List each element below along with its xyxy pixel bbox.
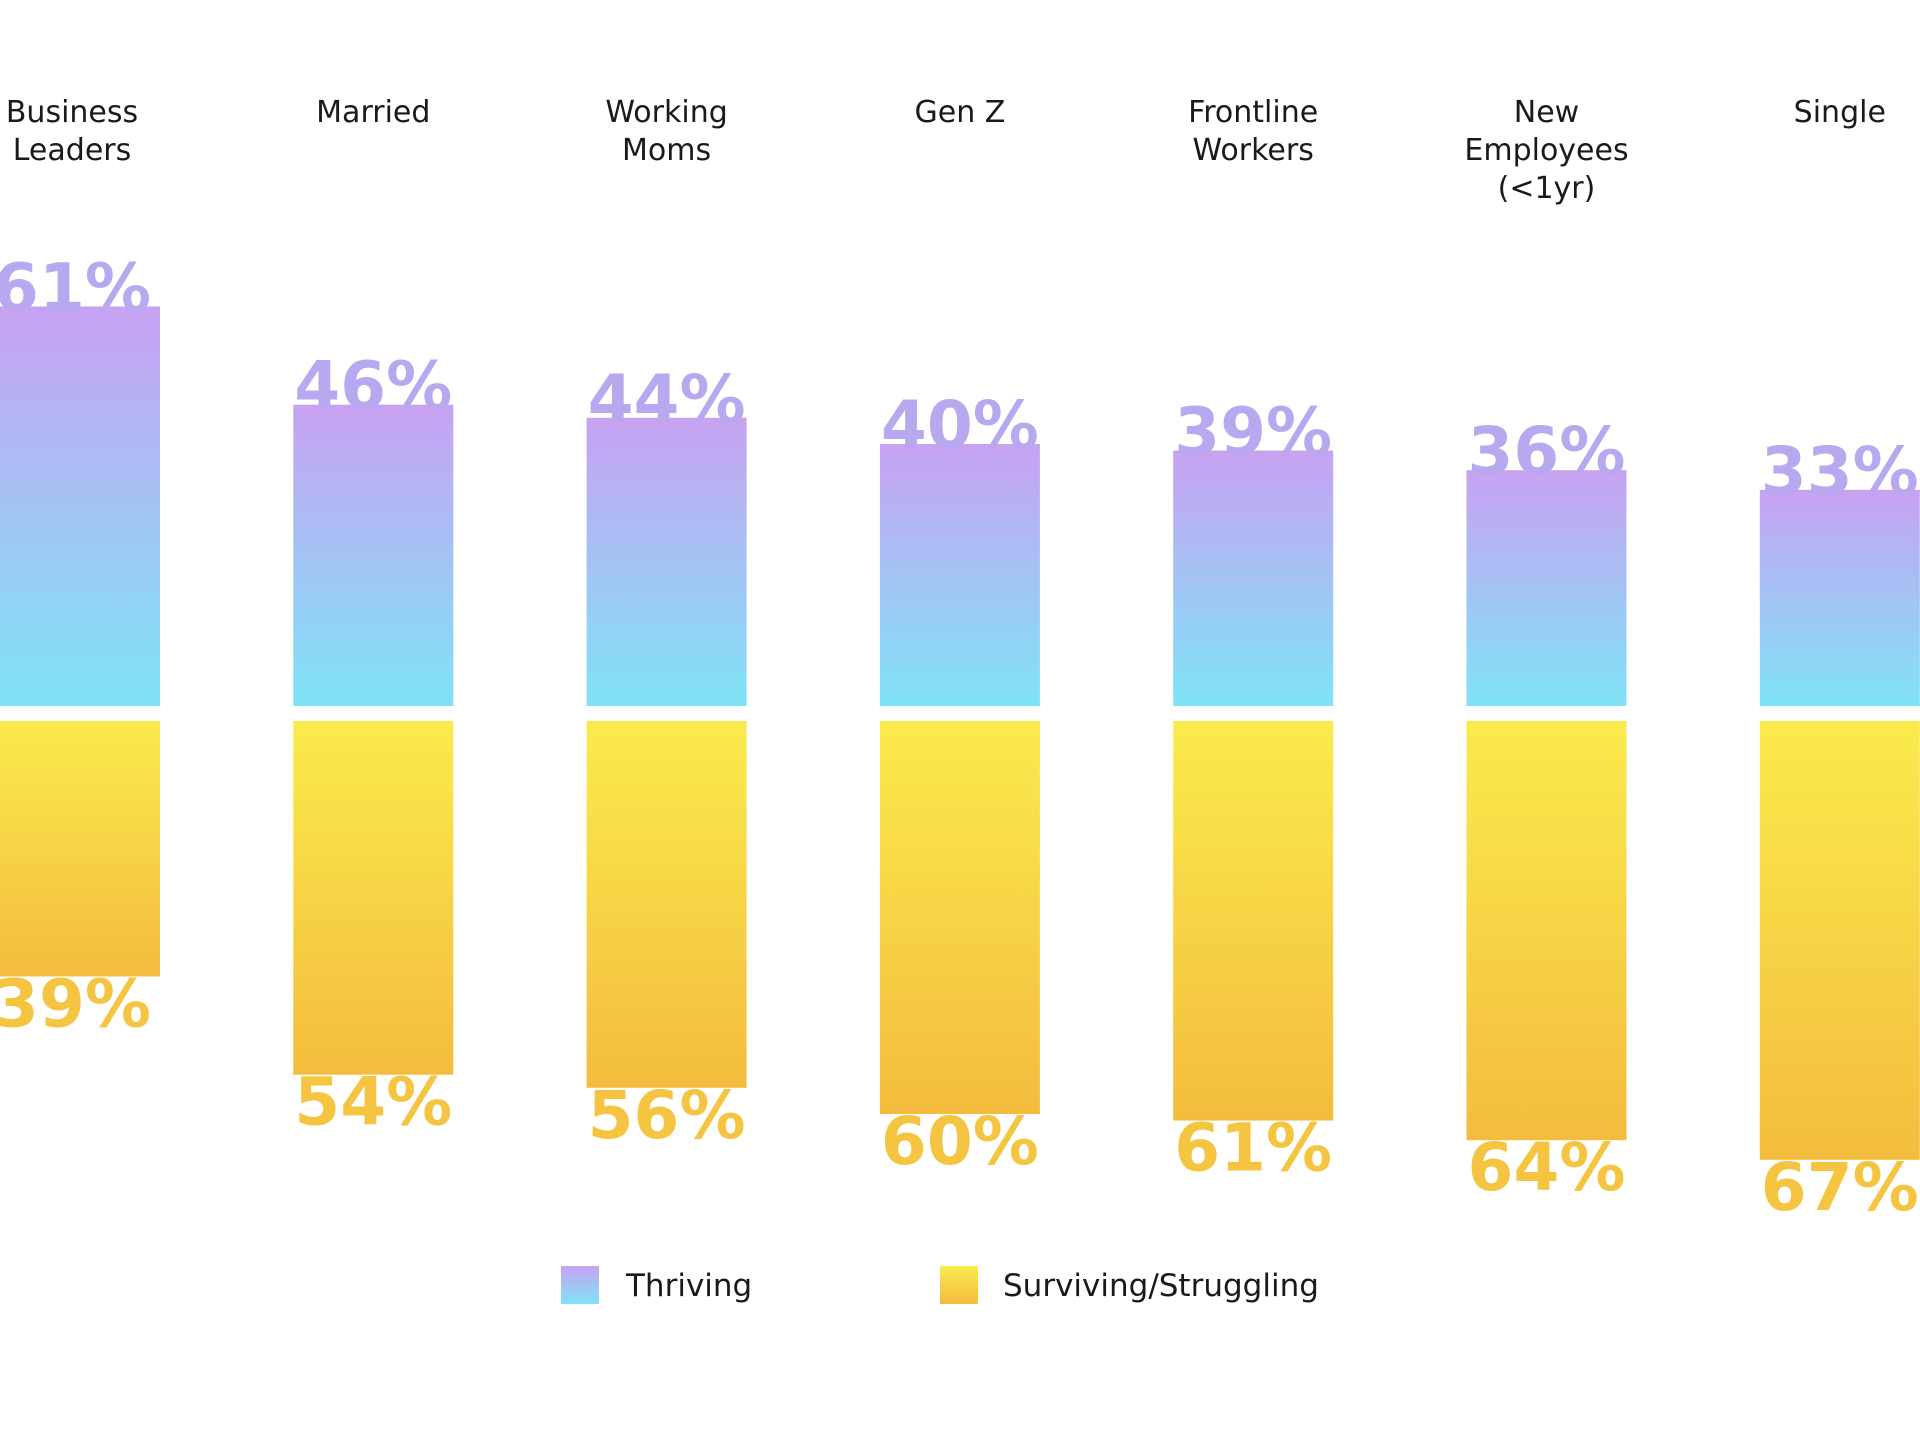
value-label-thriving: 46%: [294, 348, 452, 425]
value-label-thriving: 39%: [1174, 394, 1332, 471]
value-label-surviving: 64%: [1468, 1129, 1626, 1206]
category-label: Married: [316, 95, 430, 130]
category-label: Business Leaders: [6, 95, 138, 168]
legend-swatch-thriving: [561, 1266, 599, 1304]
value-label-surviving: 56%: [588, 1077, 746, 1154]
bar-surviving: [1759, 721, 1920, 1160]
category-label: Working Moms: [605, 95, 727, 168]
bar-surviving: [293, 721, 454, 1075]
value-label-surviving: 54%: [294, 1064, 452, 1141]
bar-thriving: [1466, 470, 1627, 706]
bar-surviving: [1173, 721, 1334, 1121]
legend: Thriving Surviving/Struggling: [561, 1266, 1319, 1304]
bar-thriving: [1173, 450, 1334, 706]
bar-surviving: [0, 721, 160, 977]
surviving-value-labels: 39% 54% 56% 60% 61% 64% 67%: [0, 965, 1919, 1225]
value-label-surviving: 67%: [1761, 1149, 1919, 1226]
bar-thriving: [879, 444, 1040, 706]
value-label-thriving: 33%: [1761, 433, 1919, 510]
category-labels: Business Leaders Married Working Moms Gen Z Fr…: [6, 95, 1886, 206]
bar-thriving: [0, 306, 160, 706]
bar-thriving: [1759, 489, 1920, 706]
bar-thriving: [293, 404, 454, 706]
category-label: New Employees (<1yr): [1464, 95, 1628, 206]
value-label-surviving: 60%: [881, 1103, 1039, 1180]
category-label: Frontline Workers: [1188, 95, 1318, 168]
value-label-thriving: 36%: [1468, 413, 1626, 490]
bar-surviving: [879, 721, 1040, 1114]
value-label-thriving: 40%: [881, 387, 1039, 464]
bar-thriving: [586, 417, 747, 706]
value-label-thriving: 61%: [0, 249, 151, 326]
value-label-thriving: 44%: [588, 361, 746, 438]
value-label-surviving: 39%: [0, 965, 151, 1042]
legend-label-thriving: Thriving: [625, 1268, 752, 1304]
category-label: Single: [1794, 95, 1886, 130]
legend-swatch-surviving: [940, 1266, 978, 1304]
legend-label-surviving: Surviving/Struggling: [1003, 1268, 1319, 1304]
surviving-bars: [0, 721, 1920, 1160]
value-label-surviving: 61%: [1174, 1110, 1332, 1187]
bar-surviving: [1466, 721, 1627, 1141]
thriving-value-labels: 61% 46% 44% 40% 39% 36% 33%: [0, 249, 1919, 509]
thriving-bars: [0, 306, 1920, 706]
category-label: Gen Z: [914, 95, 1005, 130]
bar-surviving: [586, 721, 747, 1088]
